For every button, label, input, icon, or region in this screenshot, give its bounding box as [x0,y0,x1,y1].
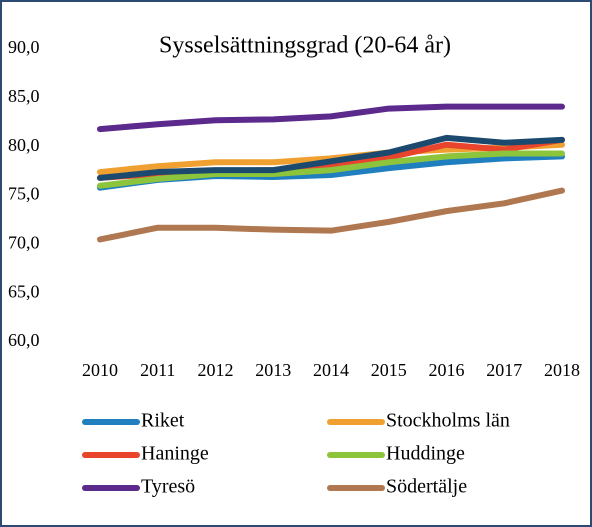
x-tick-label: 2012 [198,360,234,380]
x-tick-label: 2018 [544,360,580,380]
legend-label: Tyresö [141,476,195,498]
legend-label: Stockholms län [386,410,510,432]
legend-label: Riket [141,410,185,432]
y-tick-label: 65,0 [8,281,40,301]
y-tick-label: 85,0 [8,86,40,106]
x-tick-label: 2017 [486,360,522,380]
series-line [97,150,565,189]
legend-label: Huddinge [386,443,465,465]
series-line [97,103,565,133]
y-tick-label: 60,0 [8,330,40,350]
y-tick-label: 90,0 [8,37,40,57]
y-tick-label: 80,0 [8,135,40,155]
x-tick-label: 2011 [140,360,175,380]
series-line [97,134,565,181]
x-tick-label: 2010 [82,360,118,380]
legend-label: Haninge [141,443,209,465]
x-tick-label: 2013 [255,360,291,380]
x-tick-label: 2015 [371,360,407,380]
x-tick-label: 2014 [313,360,349,380]
legend-label: Södertälje [386,476,467,498]
y-tick-label: 75,0 [8,184,40,204]
x-tick-label: 2016 [429,360,465,380]
y-tick-label: 70,0 [8,232,40,252]
chart-title: Sysselsättningsgrad (20-64 år) [159,33,451,59]
series-line [97,187,565,243]
